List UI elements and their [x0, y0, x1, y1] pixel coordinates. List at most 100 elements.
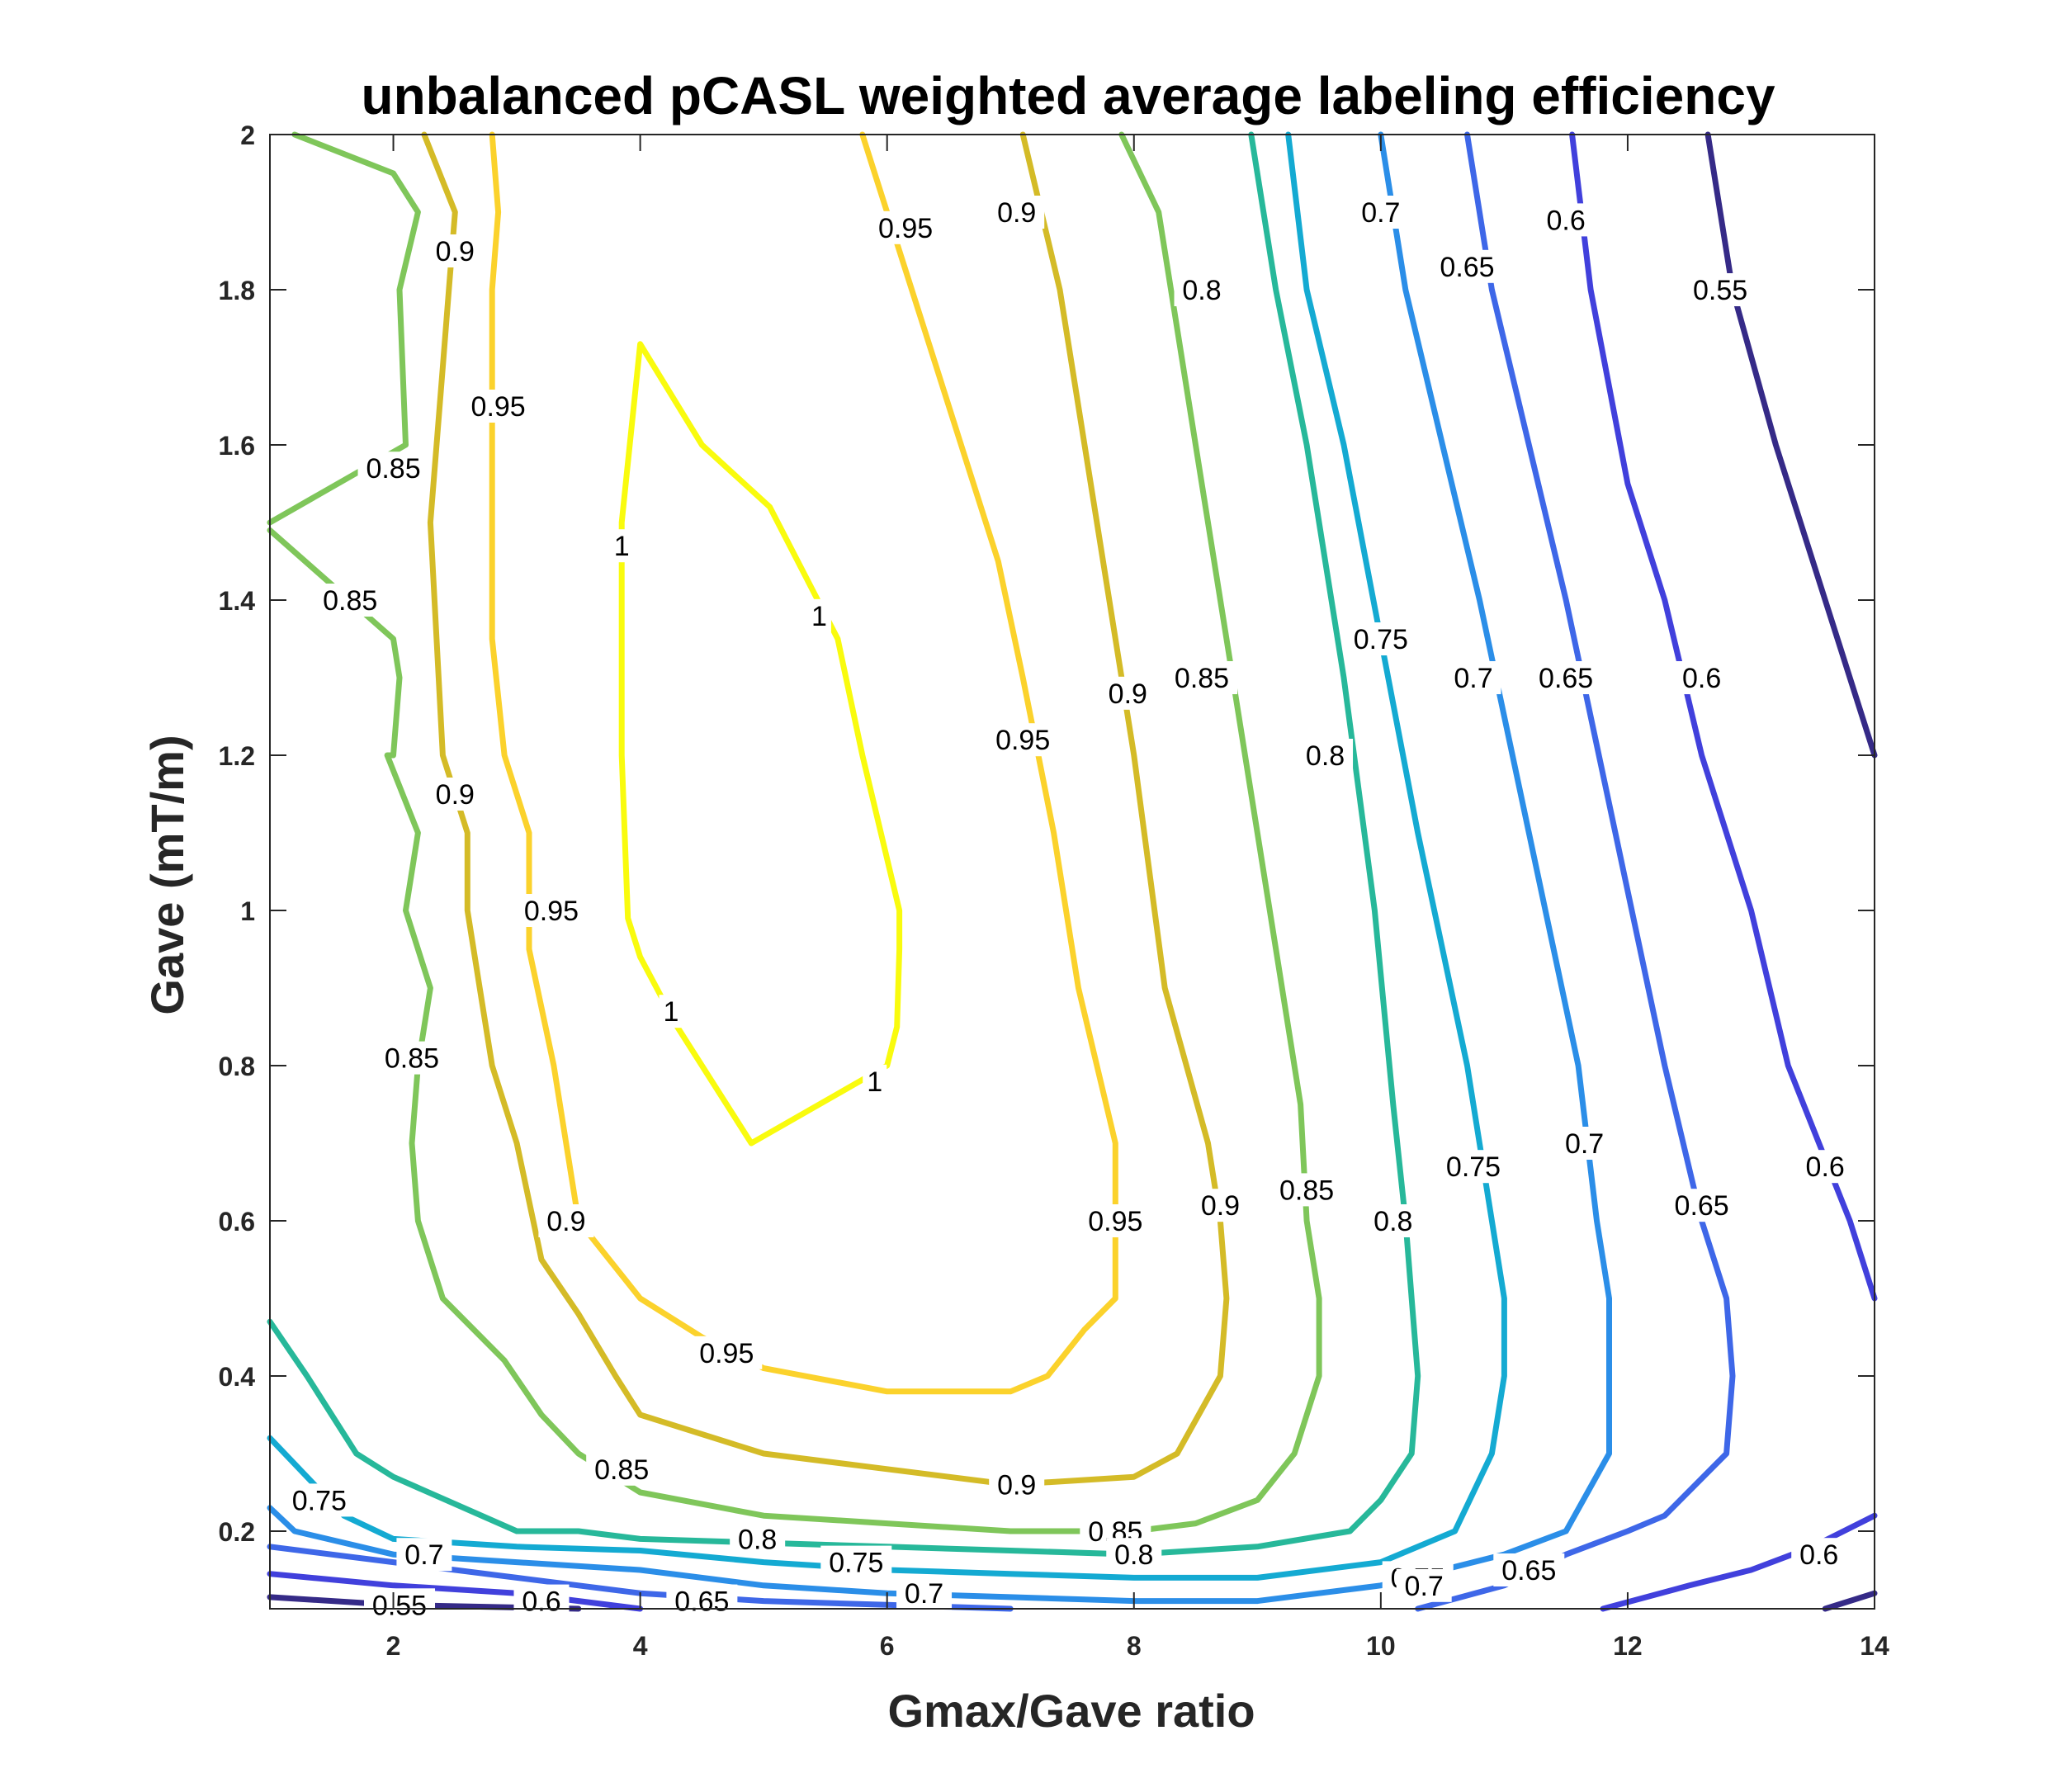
- contour-label-0.75: 0.75: [829, 1548, 883, 1579]
- contour-label-bg: [1345, 622, 1416, 655]
- contour-label-0.85: 0.85: [385, 1043, 439, 1075]
- y-tick-label: 0.6: [219, 1207, 255, 1236]
- contour-label-bg: [1192, 1189, 1248, 1222]
- contour-label-bg: [820, 1545, 892, 1579]
- contour-label-0.95: 0.95: [471, 391, 526, 423]
- contour-label-0.65: 0.65: [674, 1586, 729, 1618]
- contour-label-0.9: 0.9: [997, 197, 1036, 229]
- y-tick-label: 0.4: [219, 1362, 256, 1392]
- x-tick-label: 4: [633, 1631, 648, 1661]
- contour-label-0.55: 0.55: [372, 1590, 427, 1621]
- contour-label-1: 1: [664, 996, 679, 1028]
- contour-label-0.85: 0.85: [323, 585, 377, 617]
- contour-label-0.7: 0.7: [1405, 1571, 1444, 1602]
- contour-label-0.7: 0.7: [404, 1539, 443, 1571]
- contour-label-bg: [427, 778, 483, 811]
- contour-label-bg: [806, 598, 831, 632]
- contour-label-0.65: 0.65: [1501, 1555, 1556, 1586]
- contour-label-0.8: 0.8: [1114, 1539, 1153, 1571]
- contour-label-bg: [1298, 739, 1354, 772]
- y-tick-label: 1.2: [219, 741, 255, 771]
- y-tick-label: 2: [240, 121, 255, 150]
- contour-label-0.7: 0.7: [1454, 663, 1492, 694]
- contour-label-bg: [1365, 1204, 1421, 1237]
- axes-box: [269, 134, 1875, 1610]
- contour-label-0.95: 0.95: [524, 896, 579, 927]
- x-tick-label: 6: [880, 1631, 895, 1661]
- contour-label-bg: [1493, 1553, 1565, 1586]
- contour-label-0.95: 0.95: [878, 213, 933, 244]
- contour-label-bg: [1685, 273, 1756, 306]
- x-axis-label: Gmax/Gave ratio: [887, 1685, 1255, 1737]
- contour-label-bg: [1674, 661, 1730, 694]
- contour-label-0.6: 0.6: [1806, 1151, 1845, 1183]
- plot-area: 1 1 1 1 0.95 0.95 0.95 0.95 0.95 0.95 0.9 0.9 0.9 0.9…: [219, 121, 1889, 1661]
- contour-label-bg: [513, 1584, 570, 1618]
- contour-label-bg: [1438, 1150, 1509, 1184]
- contour-label-0.9: 0.9: [436, 236, 475, 267]
- contour-label-bg: [314, 584, 386, 617]
- contour-label-bg: [1557, 1127, 1613, 1160]
- contour-line-0.9: [421, 131, 1230, 1488]
- contour-label-0.85: 0.85: [1279, 1175, 1334, 1206]
- y-tick-label: 0.2: [219, 1517, 255, 1547]
- contour-label-0.85: 0.85: [366, 453, 420, 485]
- y-tick-label: 1.8: [219, 276, 255, 305]
- contour-label-bg: [586, 1452, 658, 1486]
- contour-label-bg: [1099, 676, 1156, 710]
- contour-line-0.55: [1822, 1590, 1878, 1612]
- contour-label-bg: [1431, 249, 1503, 283]
- contour-label-bg: [1666, 1189, 1738, 1222]
- contour-label-0.65: 0.65: [1539, 663, 1593, 694]
- contour-label-bg: [427, 234, 483, 267]
- contour-label-1: 1: [867, 1066, 882, 1098]
- contour-label-0.7: 0.7: [905, 1578, 943, 1610]
- contour-label-0.8: 0.8: [738, 1524, 777, 1555]
- contour-label-0.9: 0.9: [546, 1206, 585, 1237]
- contour-label-0.6: 0.6: [1682, 663, 1721, 694]
- contour-label-0.75: 0.75: [1446, 1151, 1501, 1183]
- contour-label-bg: [1271, 1173, 1343, 1207]
- x-tick-label: 8: [1127, 1631, 1142, 1661]
- contour-label-0.85: 0.85: [1175, 663, 1229, 694]
- contour-label-0.9: 0.9: [1201, 1190, 1240, 1222]
- contour-label-0.95: 0.95: [1088, 1206, 1142, 1237]
- contour-label-bg: [659, 995, 683, 1028]
- contour-label-0.7: 0.7: [1361, 197, 1400, 229]
- contour-label-0.7: 0.7: [1565, 1128, 1604, 1160]
- contour-label-bg: [1530, 661, 1602, 694]
- contour-label-bg: [1445, 661, 1501, 694]
- contour-label-bg: [1353, 196, 1409, 229]
- x-tick-label: 10: [1366, 1631, 1396, 1661]
- contour-label-0.75: 0.75: [1354, 624, 1408, 655]
- contour-label-0.75: 0.75: [292, 1485, 347, 1516]
- contour-label-bg: [863, 1064, 887, 1098]
- contour-line-0.85: [267, 131, 1322, 1534]
- x-tick-label: 12: [1613, 1631, 1643, 1661]
- x-tick-label: 14: [1860, 1631, 1889, 1661]
- contour-label-0.8: 0.8: [1182, 275, 1221, 306]
- contour-label-bg: [896, 1577, 953, 1610]
- contour-label-1: 1: [614, 531, 630, 562]
- contour-label-bg: [357, 452, 429, 485]
- contour-label-bg: [1538, 203, 1594, 237]
- contour-label-0.65: 0.65: [1675, 1190, 1729, 1222]
- contour-label-bg: [691, 1336, 763, 1369]
- contour-line-0.65: [1415, 131, 1736, 1612]
- contour-label-bg: [1174, 273, 1230, 306]
- contour-label-bg: [1080, 1204, 1151, 1237]
- contour-label-bg: [538, 1204, 594, 1237]
- contour-label-0.9: 0.9: [436, 779, 475, 811]
- contour-line-0.6: [267, 1571, 644, 1612]
- contour-line-0.55: [1704, 131, 1878, 759]
- y-tick-label: 1: [240, 896, 255, 926]
- contour-label-bg: [1797, 1150, 1853, 1184]
- contour-line-0.95: [489, 131, 1118, 1395]
- contour-label-bg: [989, 1468, 1045, 1501]
- contour-label-0.6: 0.6: [1547, 205, 1586, 236]
- contour-label-bg: [987, 723, 1059, 757]
- contour-label-0.6: 0.6: [522, 1586, 560, 1618]
- contour-label-bg: [283, 1483, 355, 1517]
- contour-label-bg: [1166, 661, 1238, 694]
